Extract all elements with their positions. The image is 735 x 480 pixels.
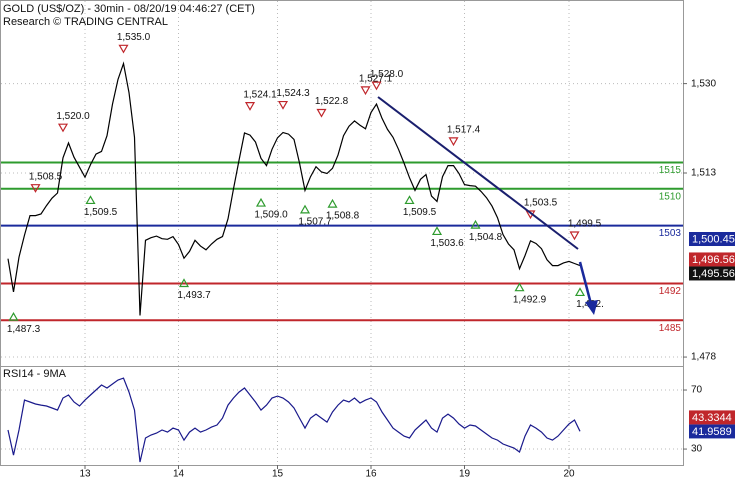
pivot-label: 1,503.6 xyxy=(430,238,464,249)
pivot-high xyxy=(118,44,129,54)
pivot-label: 1,504.8 xyxy=(469,232,503,243)
y-tick-label: 30 xyxy=(691,444,703,455)
y-tick-label: 1,530 xyxy=(691,78,716,89)
series-line xyxy=(7,61,581,316)
pivot-label: 1,499.5 xyxy=(568,219,602,230)
pivot-label: 1,520.0 xyxy=(56,111,90,122)
pivot-label: 1,528.0 xyxy=(370,69,404,80)
value-tag xyxy=(689,232,735,247)
x-tick-label: 19 xyxy=(459,469,471,480)
y-tick-label: 1,513 xyxy=(691,168,716,179)
pivot-low xyxy=(431,226,443,236)
pivot-low xyxy=(255,197,267,207)
pivot-low xyxy=(514,282,525,292)
pivot-label: 1,507.7 xyxy=(298,217,332,228)
y-tick-label: 70 xyxy=(691,385,703,396)
series-line xyxy=(7,377,581,463)
grid-layer xyxy=(1,1,683,465)
pivot-label: 1,535.0 xyxy=(117,32,151,43)
pivot-label: 1,509.0 xyxy=(254,210,288,221)
level-label: 1515 xyxy=(659,165,682,176)
pivot-low xyxy=(470,219,481,229)
value-tag-label: 1,495.56 xyxy=(692,268,735,280)
level-label: 1492 xyxy=(659,286,682,297)
x-tick-label: 16 xyxy=(365,469,377,480)
value-tag-label: 1,500.45 xyxy=(692,233,735,245)
pivot-low xyxy=(574,287,586,297)
forecast-arrow xyxy=(578,261,593,305)
pivot-high xyxy=(244,102,256,111)
pivot-low xyxy=(8,311,19,321)
pivot-label: 1,503.5 xyxy=(524,198,558,209)
value-tag-label: 41.9589 xyxy=(692,426,732,438)
level-label: 1485 xyxy=(659,323,682,334)
value-tag-label: 1,496.56 xyxy=(692,254,735,266)
pivot-label: 1,517.4 xyxy=(447,125,481,136)
pivot-high xyxy=(569,231,580,241)
trendline xyxy=(377,96,579,250)
x-tick-label: 15 xyxy=(272,469,284,480)
rsi-panel xyxy=(0,366,684,466)
pivot-low xyxy=(178,278,190,288)
pivot-label: 1,508.5 xyxy=(29,171,63,182)
pivot-label: 1,509.5 xyxy=(403,207,437,218)
pivot-label: 1,527.1 xyxy=(359,74,393,85)
value-tag xyxy=(689,424,735,439)
pivot-label: 1,522.8 xyxy=(315,96,349,107)
value-tag-label: 43.3344 xyxy=(692,412,732,424)
pivot-high xyxy=(448,137,459,147)
arrow-head xyxy=(585,300,598,315)
pivot-high xyxy=(30,184,41,193)
chart-title: GOLD (US$/OZ) - 30min - 08/20/19 04:46:2… xyxy=(3,3,255,15)
x-tick-label: 13 xyxy=(79,469,91,480)
pivot-high xyxy=(316,108,327,118)
pivot-low xyxy=(85,195,96,205)
pivot-high xyxy=(360,86,371,96)
pivot-label: 1,509.5 xyxy=(84,207,118,218)
pivot-label: 1,524.3 xyxy=(276,88,310,99)
chart-subtitle: Research © TRADING CENTRAL xyxy=(3,16,168,28)
pivot-high xyxy=(371,81,382,91)
pivot-label: 1,524.1 xyxy=(243,89,277,100)
level-label: 1510 xyxy=(659,191,682,202)
marks-layer: 1,478 1,513 1,530 30 70 13 14 15 16 19 20 1515 1510 1… xyxy=(1,32,735,480)
pivot-label: 1,493.7 xyxy=(177,290,211,301)
x-tick-label: 14 xyxy=(173,469,185,480)
pivot-high xyxy=(57,123,69,133)
pivot-label: 1,492.9 xyxy=(513,294,547,305)
pivot-high xyxy=(277,100,289,110)
pivot-label: 1,487.3 xyxy=(7,324,41,335)
pivot-low xyxy=(299,204,311,214)
pivot-low xyxy=(404,195,415,205)
rsi-title: RSI14 - 9MA xyxy=(3,368,67,380)
value-tag xyxy=(689,252,735,267)
level-label: 1503 xyxy=(659,228,682,239)
x-tick-label: 20 xyxy=(563,469,575,480)
pivot-label: 1,508.8 xyxy=(326,211,360,222)
pivot-low xyxy=(327,198,338,208)
y-tick-label: 1,478 xyxy=(691,352,716,363)
value-tag xyxy=(689,266,735,281)
value-tag xyxy=(689,410,735,425)
